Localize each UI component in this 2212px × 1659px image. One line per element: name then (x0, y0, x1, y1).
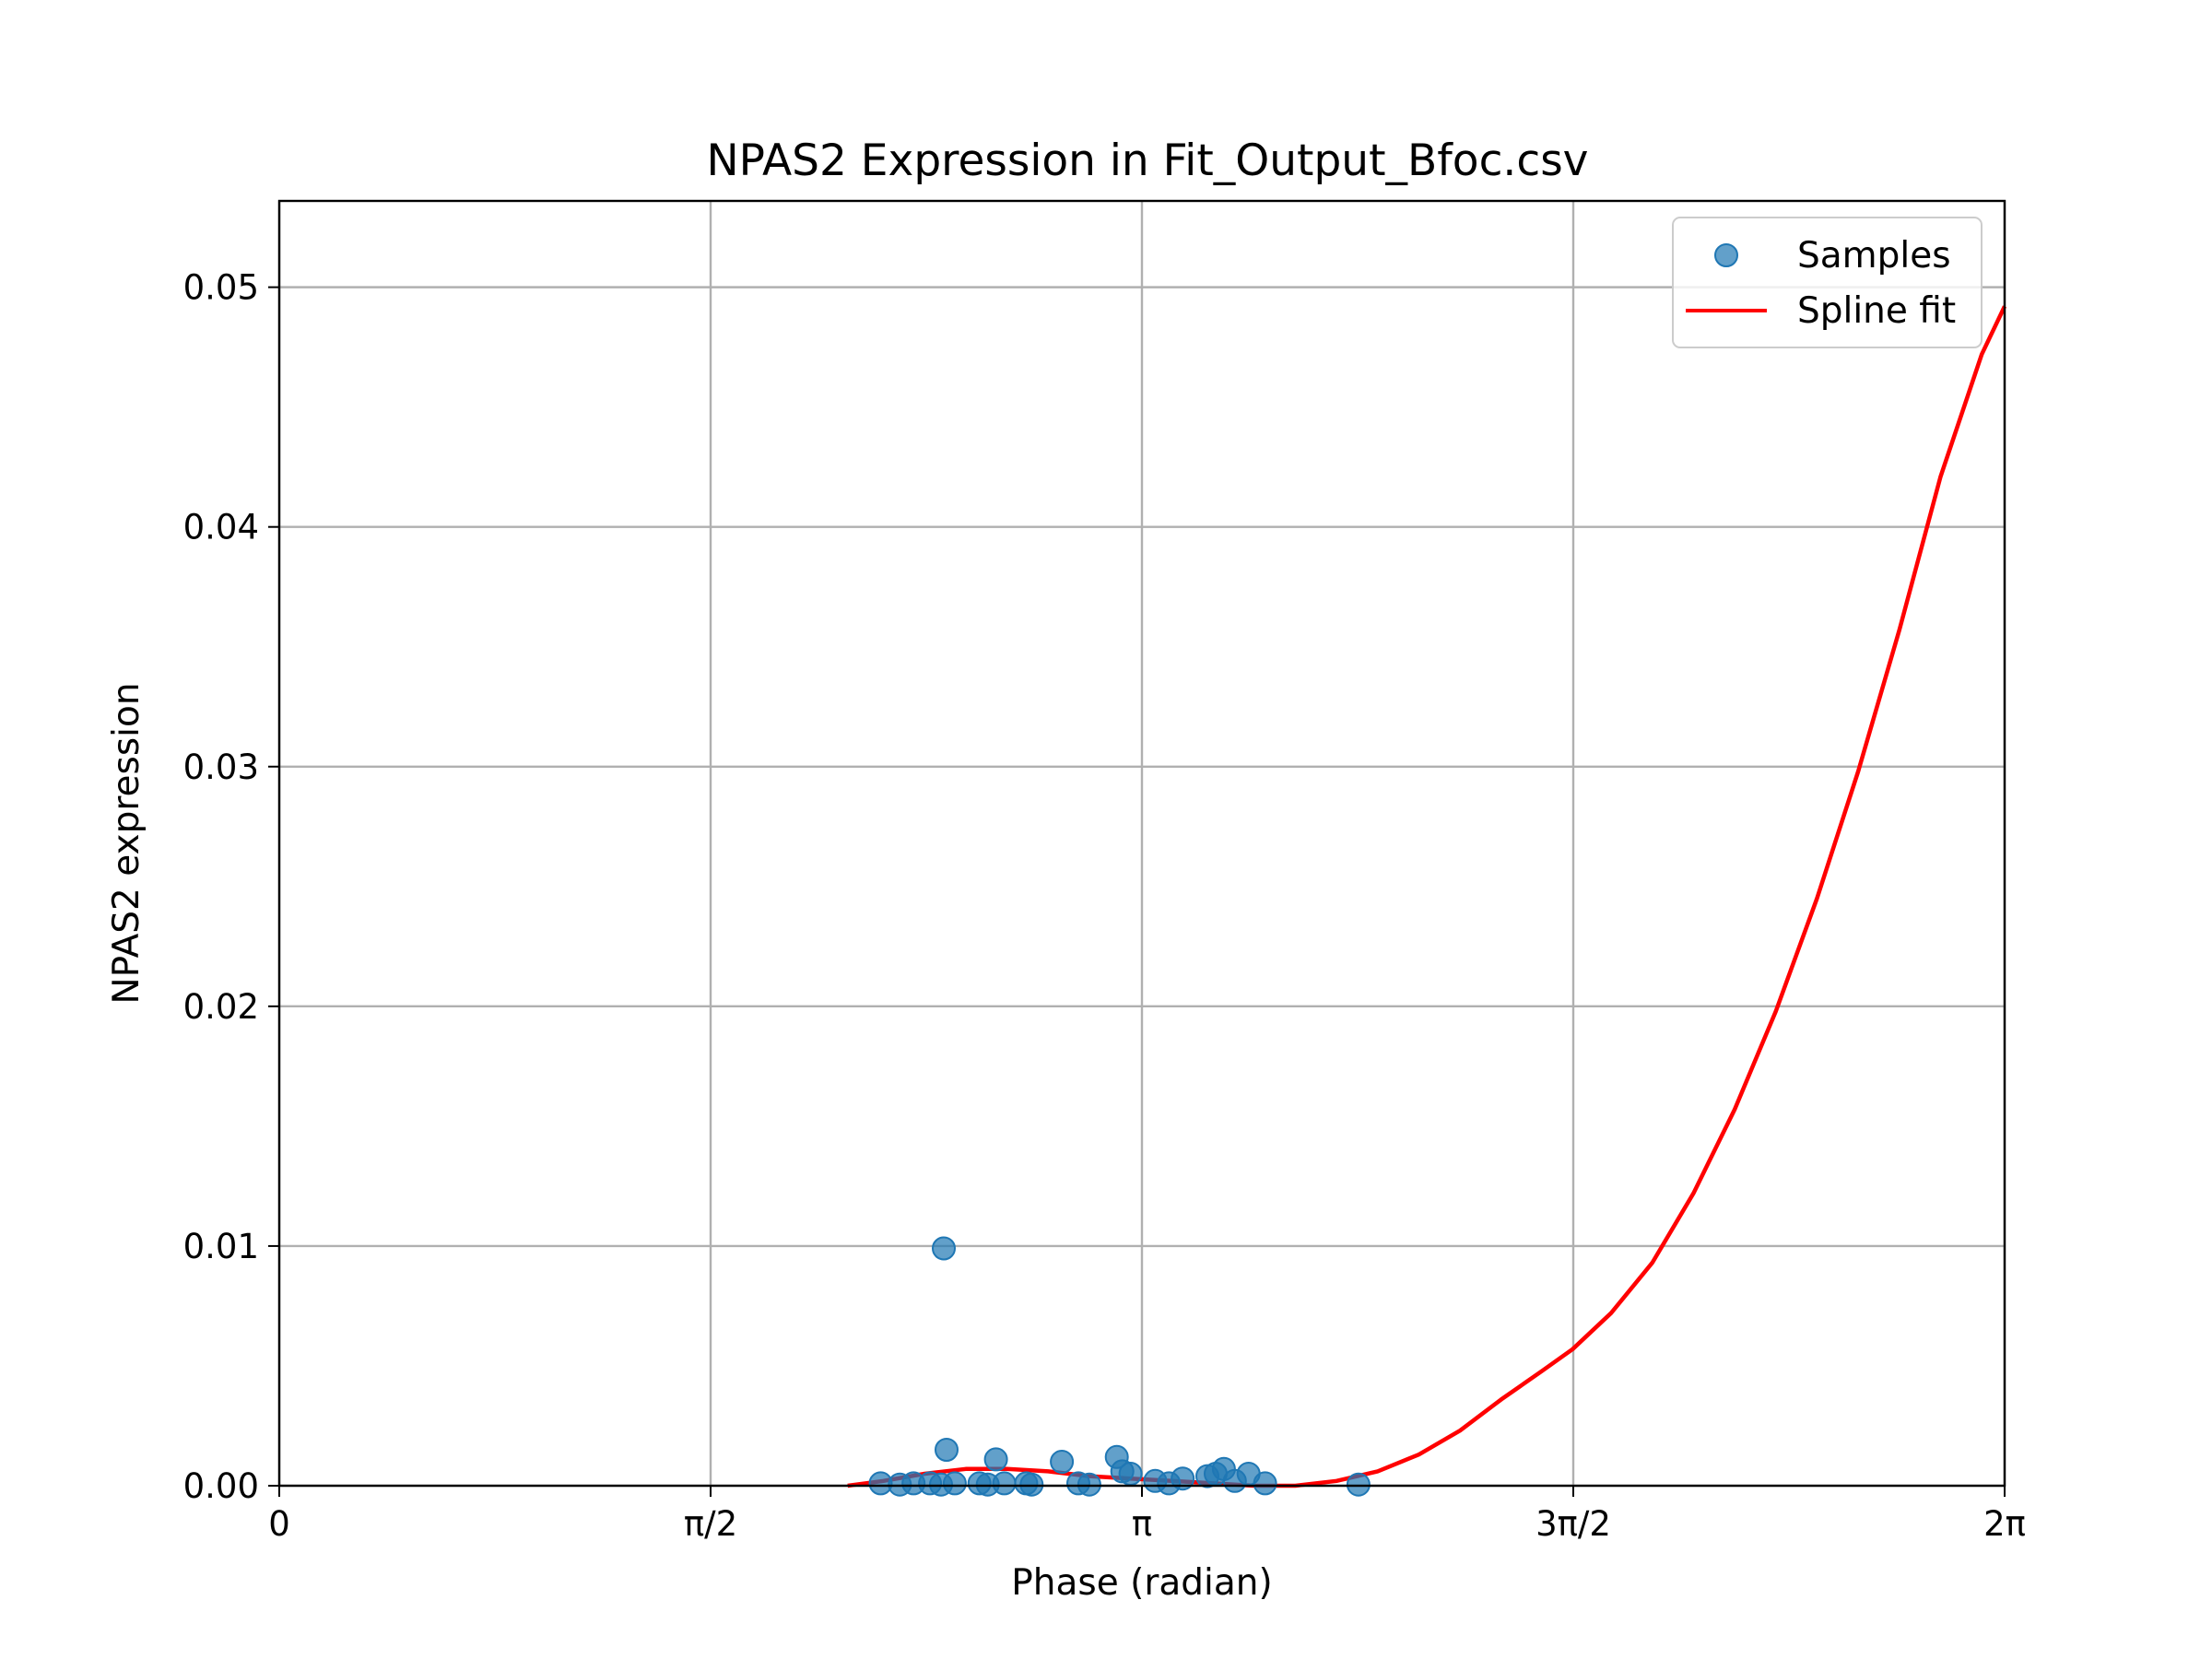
sample-point (942, 1471, 967, 1496)
x-axis-label: Phase (radian) (1011, 1562, 1272, 1604)
sample-point (992, 1471, 1017, 1496)
legend: Samples Spline fit (1672, 217, 1983, 348)
y-tick-label: 0.01 (183, 1227, 259, 1266)
y-axis-label: NPAS2 expression (106, 682, 147, 1004)
y-tick-label: 0.03 (183, 747, 259, 787)
y-axis: 0.00 0.01 0.02 0.03 0.04 0.05 (183, 268, 279, 1506)
spline-fit-series (847, 305, 2007, 1488)
samples-series (868, 1236, 1371, 1497)
x-tick-label: 0 (268, 1504, 290, 1544)
y-tick-label: 0.02 (183, 987, 259, 1027)
x-tick-label: 3π/2 (1535, 1504, 1611, 1544)
legend-samples-label: Samples (1797, 235, 1951, 276)
y-tick-label: 0.04 (183, 508, 259, 547)
spline-fit-line (847, 305, 2007, 1488)
y-tick-label: 0.05 (183, 268, 259, 308)
sample-point (1171, 1466, 1195, 1491)
sample-point (1118, 1462, 1143, 1486)
legend-samples-marker (1714, 243, 1738, 267)
sample-point (1077, 1472, 1101, 1497)
chart-title: NPAS2 Expression in Fit_Output_Bfoc.csv (706, 135, 1588, 186)
x-tick-label: 2π (1983, 1504, 2026, 1544)
sample-point (983, 1447, 1008, 1472)
y-tick-label: 0.00 (183, 1466, 259, 1506)
legend-frame (1672, 217, 1983, 348)
sample-point (935, 1438, 959, 1462)
sample-point (1346, 1472, 1371, 1497)
sample-point (1253, 1471, 1277, 1496)
legend-spline-label: Spline fit (1797, 290, 1956, 332)
x-tick-label: π/2 (684, 1504, 737, 1544)
sample-point (932, 1236, 956, 1261)
x-tick-label: π (1132, 1504, 1152, 1544)
sample-point (1019, 1472, 1044, 1497)
sample-point (1050, 1450, 1075, 1474)
x-axis: 0 π/2 π 3π/2 2π (268, 1486, 2026, 1544)
